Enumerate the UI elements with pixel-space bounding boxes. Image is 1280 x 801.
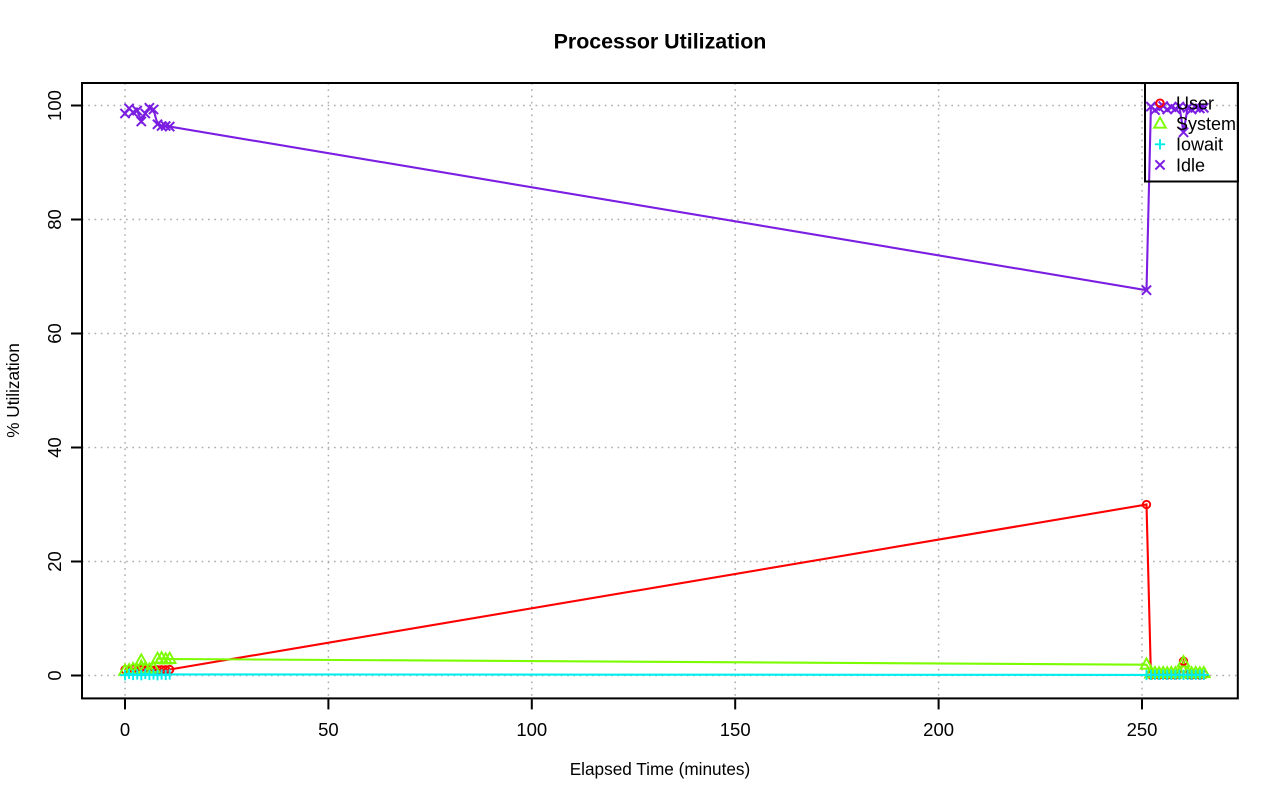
svg-text:150: 150 bbox=[720, 719, 751, 740]
svg-text:200: 200 bbox=[923, 719, 954, 740]
svg-text:% Utilization: % Utilization bbox=[3, 343, 23, 438]
svg-text:100: 100 bbox=[516, 719, 547, 740]
svg-text:Idle: Idle bbox=[1176, 155, 1205, 175]
svg-text:40: 40 bbox=[44, 437, 65, 458]
svg-text:System: System bbox=[1176, 114, 1236, 134]
svg-text:20: 20 bbox=[44, 551, 65, 572]
svg-text:250: 250 bbox=[1127, 719, 1158, 740]
svg-text:Processor Utilization: Processor Utilization bbox=[554, 30, 767, 54]
svg-text:User: User bbox=[1176, 94, 1214, 114]
svg-text:60: 60 bbox=[44, 323, 65, 344]
svg-text:Iowait: Iowait bbox=[1176, 135, 1223, 155]
svg-text:0: 0 bbox=[120, 719, 130, 740]
svg-text:0: 0 bbox=[44, 670, 65, 680]
svg-text:50: 50 bbox=[318, 719, 339, 740]
svg-text:100: 100 bbox=[44, 90, 65, 121]
svg-text:80: 80 bbox=[44, 209, 65, 230]
svg-text:Elapsed Time (minutes): Elapsed Time (minutes) bbox=[570, 759, 751, 779]
